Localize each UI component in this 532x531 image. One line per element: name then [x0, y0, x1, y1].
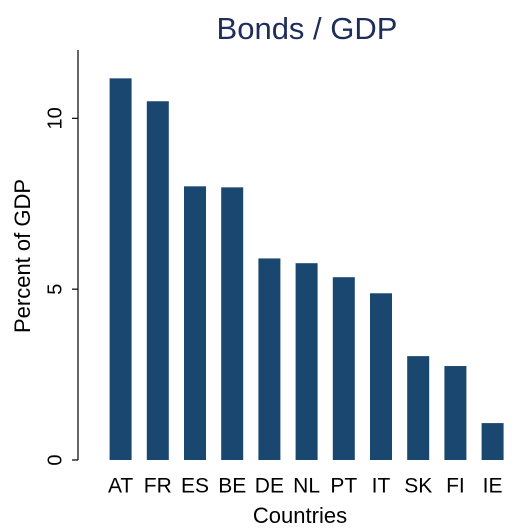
chart-title: Bonds / GDP	[217, 11, 398, 46]
x-tick-label: DE	[255, 475, 284, 498]
x-tick-label: AT	[108, 475, 133, 498]
bar	[221, 187, 244, 460]
bar	[109, 78, 132, 460]
bar	[370, 293, 392, 460]
x-tick-label: BE	[218, 475, 246, 498]
bar	[295, 263, 318, 460]
x-tick-label: PT	[330, 475, 357, 498]
y-tick-label: 5	[44, 284, 66, 295]
x-tick-label: FR	[144, 475, 172, 498]
y-axis-title: Percent of GDP	[10, 179, 35, 333]
y-tick-label: 0	[44, 454, 66, 465]
bar	[184, 186, 206, 460]
bar	[258, 258, 281, 460]
x-axis-title: Countries	[253, 503, 347, 528]
bar	[146, 101, 169, 460]
bar	[407, 356, 430, 460]
x-tick-label: IT	[372, 475, 391, 498]
x-tick-label: NL	[293, 475, 320, 498]
bar	[481, 423, 504, 460]
x-tick-label: ES	[181, 475, 209, 498]
x-tick-label: IE	[483, 475, 503, 498]
x-tick-label: SK	[404, 475, 432, 498]
x-tick-label: FI	[446, 475, 465, 498]
bar	[332, 277, 355, 460]
y-tick-label: 10	[44, 107, 66, 129]
bar	[444, 366, 467, 460]
